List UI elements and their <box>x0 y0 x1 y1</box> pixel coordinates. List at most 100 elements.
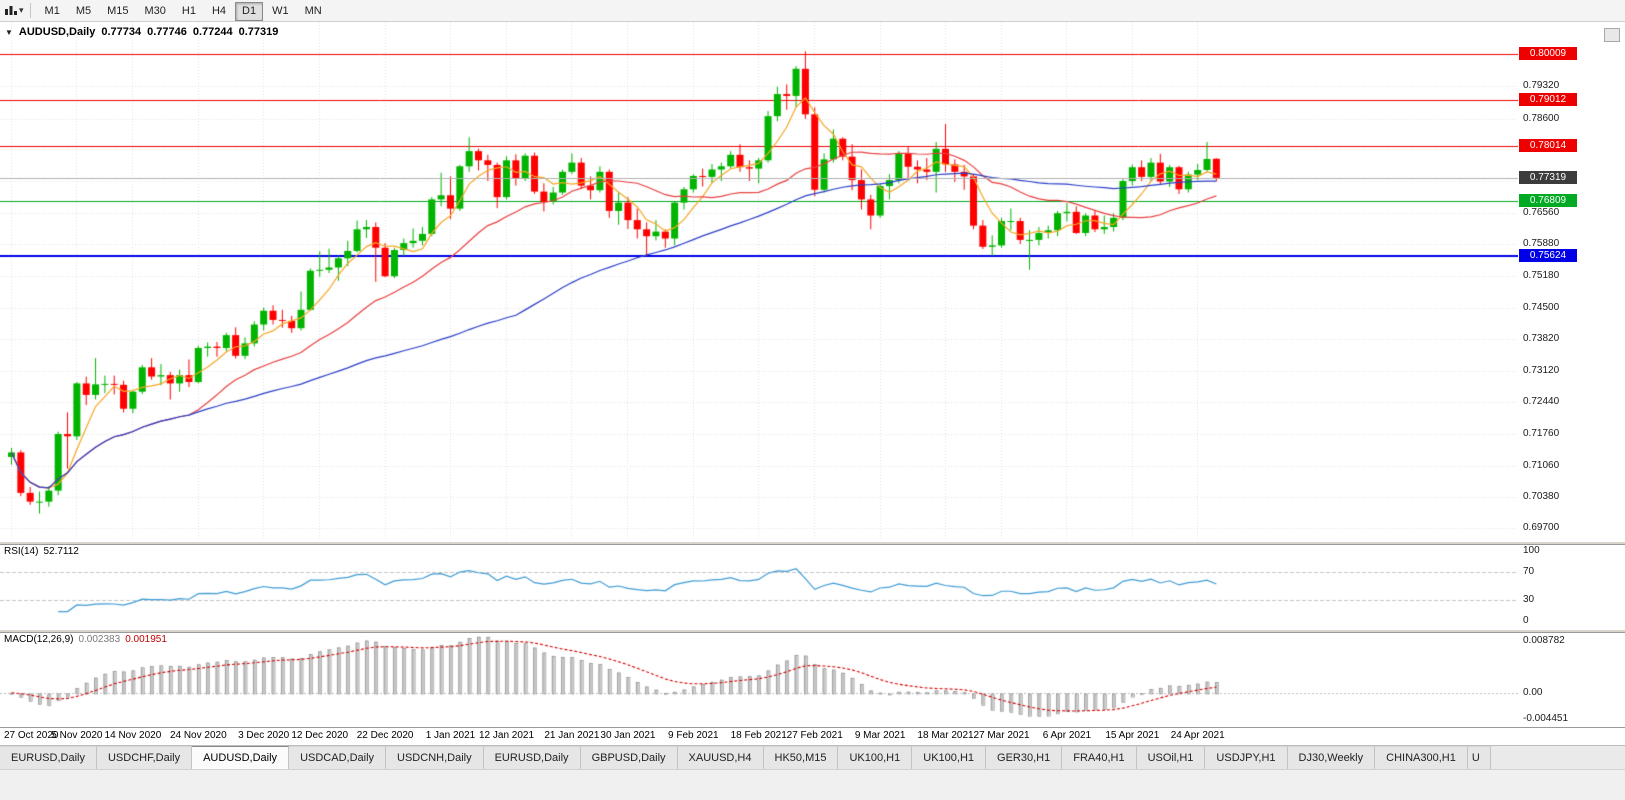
chart-tabs-bar: EURUSD,Daily USDCHF,Daily AUDUSD,Daily USDC… <box>0 745 1625 769</box>
date-axis-label: 6 Apr 2021 <box>1042 730 1092 741</box>
date-axis-label: 30 Jan 2021 <box>600 730 656 741</box>
chart-tab-usdcnh-daily[interactable]: USDCNH,Daily <box>386 746 484 769</box>
timeframe-button-m15[interactable]: M15 <box>107 4 129 17</box>
date-axis-label: 24 Apr 2021 <box>1170 730 1225 741</box>
price-line-badge: 0.79012 <box>1519 92 1577 106</box>
timeframe-button-h4[interactable]: H4 <box>211 4 227 17</box>
rsi-label: RSI(14) 52.7112 <box>4 546 79 557</box>
rsi-panel: RSI(14) 52.7112 100 70 30 0 <box>0 545 1625 629</box>
price-line-badge: 0.75624 <box>1519 248 1577 262</box>
date-axis-label: 22 Dec 2020 <box>356 730 414 741</box>
price-axis-label: 0.73120 <box>1523 365 1560 376</box>
date-axis-label: 27 Oct 2020 <box>4 730 59 741</box>
price-axis-label: 0.78600 <box>1523 112 1560 124</box>
chart-tab-uk100-h1[interactable]: UK100,H1 <box>838 746 913 769</box>
chart-tab-eurusd-daily[interactable]: EURUSD,Daily <box>0 746 97 769</box>
rsi-value: 52.7112 <box>43 546 79 557</box>
price-axis-label: 0.73820 <box>1523 332 1560 344</box>
chart-tab-usoil-h1[interactable]: USOil,H1 <box>1136 746 1206 769</box>
date-axis-label: 12 Jan 2021 <box>478 730 535 741</box>
chart-tab-ger30-h1[interactable]: GER30,H1 <box>986 746 1063 769</box>
ohlc-low: 0.77244 <box>192 26 233 38</box>
chart-tool-icon[interactable] <box>4 5 18 17</box>
macd-panel: MACD(12,26,9) 0.002383 0.001951 0.008782… <box>0 633 1625 727</box>
price-axis-label: 0.76560 <box>1523 206 1560 218</box>
date-axis-label: 9 Feb 2021 <box>668 730 719 741</box>
macd-canvas[interactable] <box>0 633 1518 727</box>
symbol-dropdown-icon[interactable]: ▼ <box>5 27 13 37</box>
rsi-canvas[interactable] <box>0 545 1518 629</box>
timeframe-button-m30[interactable]: M30 <box>144 4 166 17</box>
date-axis[interactable]: 27 Oct 2020 5 Nov 2020 14 Nov 2020 24 Nov 2… <box>0 727 1625 745</box>
rsi-axis-label: 30 <box>1523 594 1535 605</box>
chart-tab-usdjpy-h1[interactable]: USDJPY,H1 <box>1205 746 1288 769</box>
macd-value-signal: 0.001951 <box>125 634 167 645</box>
date-axis-label: 1 Jan 2021 <box>425 730 476 741</box>
current-price-badge: 0.77319 <box>1519 170 1577 184</box>
chart-tab-fra40-h1[interactable]: FRA40,H1 <box>1062 746 1137 769</box>
panel-splitter-rsi[interactable] <box>0 541 1625 545</box>
timeframe-button-d1[interactable]: D1 <box>235 1 264 21</box>
ohlc-close: 0.77319 <box>238 26 279 38</box>
macd-value-main: 0.002383 <box>78 634 121 645</box>
macd-label: MACD(12,26,9) 0.002383 0.001951 <box>4 634 167 645</box>
date-axis-label: 9 Mar 2021 <box>854 730 906 741</box>
macd-axis-label: 0.00 <box>1523 686 1543 698</box>
rsi-axis-label: 0 <box>1523 615 1529 626</box>
rsi-name: RSI(14) <box>4 546 39 557</box>
main-chart-canvas[interactable] <box>0 22 1518 541</box>
date-axis-label: 5 Nov 2020 <box>51 730 103 741</box>
date-axis-label: 24 Nov 2020 <box>169 730 227 741</box>
chart-tab-hk50-m15[interactable]: HK50,M15 <box>763 746 839 769</box>
ohlc-open: 0.77734 <box>101 26 142 38</box>
price-axis-label: 0.75180 <box>1523 270 1560 282</box>
toolbar-separator <box>29 3 31 18</box>
main-chart-panel: ▼ AUDUSD,Daily 0.77734 0.77746 0.77244 0… <box>0 22 1625 541</box>
chart-tab-xauusd-h4[interactable]: XAUUSD,H4 <box>677 746 764 769</box>
date-axis-label: 18 Feb 2021 <box>730 730 787 741</box>
price-line-badge: 0.80009 <box>1519 47 1577 61</box>
timeframe-button-mn[interactable]: MN <box>304 4 322 17</box>
macd-axis-label: 0.008782 <box>1523 635 1565 646</box>
chart-tab-dj30-weekly[interactable]: DJ30,Weekly <box>1287 746 1376 769</box>
rsi-axis-label: 100 <box>1523 545 1540 556</box>
chart-tab-china300-h1[interactable]: CHINA300,H1 <box>1375 746 1468 769</box>
price-line-badge: 0.78014 <box>1519 138 1577 152</box>
macd-axis-label: -0.004451 <box>1523 713 1569 724</box>
date-axis-label: 27 Mar 2021 <box>973 730 1030 741</box>
chart-symbol-title: AUDUSD,Daily <box>18 26 96 38</box>
date-axis-label: 15 Apr 2021 <box>1105 730 1160 741</box>
rsi-axis-label: 70 <box>1523 566 1535 577</box>
timeframe-button-m1[interactable]: M1 <box>44 4 60 17</box>
timeframe-button-h1[interactable]: H1 <box>181 4 196 17</box>
chart-tab-usdcad-daily[interactable]: USDCAD,Daily <box>289 746 387 769</box>
chart-tool-dropdown-icon[interactable]: ▾ <box>19 5 24 15</box>
price-axis-label: 0.69700 <box>1523 522 1560 534</box>
chart-tab-eurusd-daily[interactable]: EURUSD,Daily <box>483 746 581 769</box>
chart-corner-button[interactable] <box>1604 28 1620 42</box>
date-axis-label: 21 Jan 2021 <box>544 730 600 741</box>
macd-name: MACD(12,26,9) <box>4 634 74 645</box>
price-axis-label: 0.75880 <box>1523 238 1560 250</box>
timeframe-toolbar: ▾ M1 M5 M15 M30 H1 H4 D1 W1 MN <box>0 0 1625 22</box>
date-axis-label: 18 Mar 2021 <box>917 730 974 741</box>
date-axis-label: 12 Dec 2020 <box>291 730 349 741</box>
price-axis-label: 0.71060 <box>1523 459 1560 471</box>
price-line-badge: 0.76809 <box>1519 194 1577 208</box>
chart-tab-uk100-h1[interactable]: UK100,H1 <box>912 746 987 769</box>
panel-splitter-macd[interactable] <box>0 629 1625 633</box>
date-axis-label: 27 Feb 2021 <box>786 730 843 741</box>
chart-tab-partial[interactable]: U <box>1467 746 1491 769</box>
chart-header: ▼ AUDUSD,Daily 0.77734 0.77746 0.77244 0… <box>5 26 278 38</box>
chart-tab-gbpusd-daily[interactable]: GBPUSD,Daily <box>580 746 678 769</box>
price-axis-label: 0.71760 <box>1523 427 1560 439</box>
chart-tab-audusd-daily[interactable]: AUDUSD,Daily <box>192 746 290 769</box>
timeframe-button-m5[interactable]: M5 <box>75 4 92 17</box>
price-axis-label: 0.70380 <box>1523 491 1560 503</box>
date-axis-label: 14 Nov 2020 <box>104 730 162 741</box>
chart-tab-usdchf-daily[interactable]: USDCHF,Daily <box>96 746 193 769</box>
price-axis-label: 0.79320 <box>1523 79 1560 91</box>
status-strip <box>0 769 1625 800</box>
timeframe-button-w1[interactable]: W1 <box>272 4 289 17</box>
date-axis-label: 3 Dec 2020 <box>238 730 290 741</box>
